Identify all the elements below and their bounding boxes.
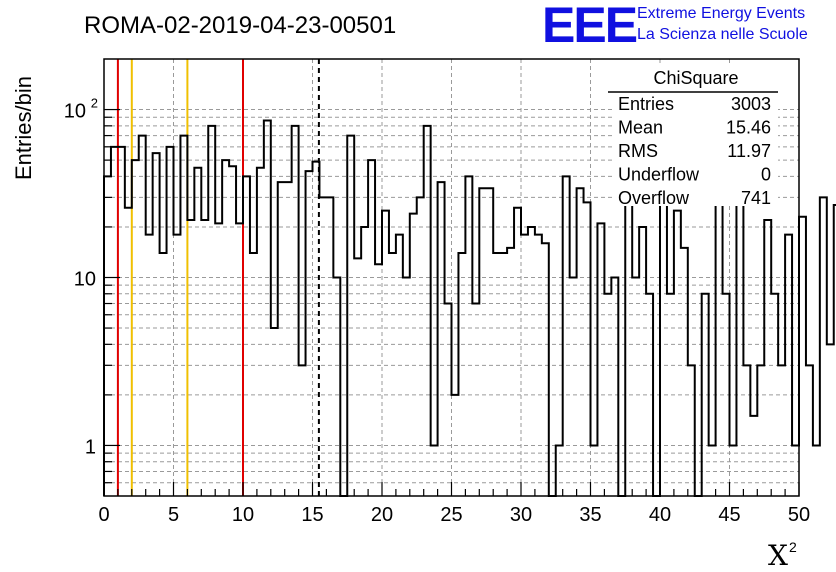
x-tick-label: 50 bbox=[788, 504, 810, 526]
x-tick-label: 30 bbox=[510, 504, 532, 526]
stats-row-label: Mean bbox=[618, 118, 663, 138]
x-tick-label: 25 bbox=[440, 504, 462, 526]
x-tick-label: 35 bbox=[579, 504, 601, 526]
stats-row-value: 741 bbox=[741, 188, 771, 208]
stats-row-label: RMS bbox=[618, 141, 658, 161]
stats-row-value: 3003 bbox=[731, 94, 771, 114]
x-tick-label: 45 bbox=[718, 504, 740, 526]
x-tick-label: 15 bbox=[301, 504, 323, 526]
stats-row-label: Underflow bbox=[618, 165, 700, 185]
chart-title: ROMA-02-2019-04-23-00501 bbox=[84, 12, 396, 39]
y-tick-label-superscript: 2 bbox=[91, 96, 98, 111]
x-tick-label: 0 bbox=[98, 504, 109, 526]
y-axis-label: Entries/bin bbox=[11, 76, 36, 180]
x-axis-label-base: X bbox=[768, 539, 788, 572]
y-axis-ticks: 1 10 10 2 bbox=[64, 96, 120, 484]
x-tick-label: 20 bbox=[371, 504, 393, 526]
x-tick-label: 5 bbox=[168, 504, 179, 526]
stats-box: ChiSquare Entries 3003 Mean 15.46 RMS 11.97 Un… bbox=[608, 66, 778, 208]
y-tick-label: 10 bbox=[64, 101, 86, 123]
y-tick-label: 10 bbox=[74, 269, 96, 291]
x-axis-label: X 2 bbox=[768, 539, 797, 572]
stats-title: ChiSquare bbox=[653, 68, 738, 88]
reference-lines bbox=[116, 59, 320, 496]
grid-lines bbox=[104, 59, 799, 496]
stats-box-bg bbox=[614, 66, 778, 206]
eee-logo: EEE Extreme Energy Events La Scienza nel… bbox=[542, 0, 808, 53]
logo-line1: Extreme Energy Events bbox=[637, 5, 805, 22]
x-axis-ticks: 0 5 10 15 20 25 30 35 40 45 50 bbox=[98, 482, 810, 526]
x-tick-label: 40 bbox=[649, 504, 671, 526]
stats-row-value: 11.97 bbox=[727, 141, 771, 161]
logo-line2: La Scienza nelle Scuole bbox=[637, 26, 808, 43]
stats-row-value: 0 bbox=[761, 165, 771, 185]
x-tick-label: 10 bbox=[232, 504, 254, 526]
logo-mark: EEE bbox=[542, 0, 637, 53]
y-tick-label: 1 bbox=[85, 436, 96, 458]
x-axis-label-superscript: 2 bbox=[789, 539, 797, 555]
stats-row-value: 15.46 bbox=[726, 118, 771, 138]
stats-row-label: Entries bbox=[618, 94, 674, 114]
histogram-series bbox=[103, 119, 836, 497]
stats-row-label: Overflow bbox=[618, 188, 690, 208]
